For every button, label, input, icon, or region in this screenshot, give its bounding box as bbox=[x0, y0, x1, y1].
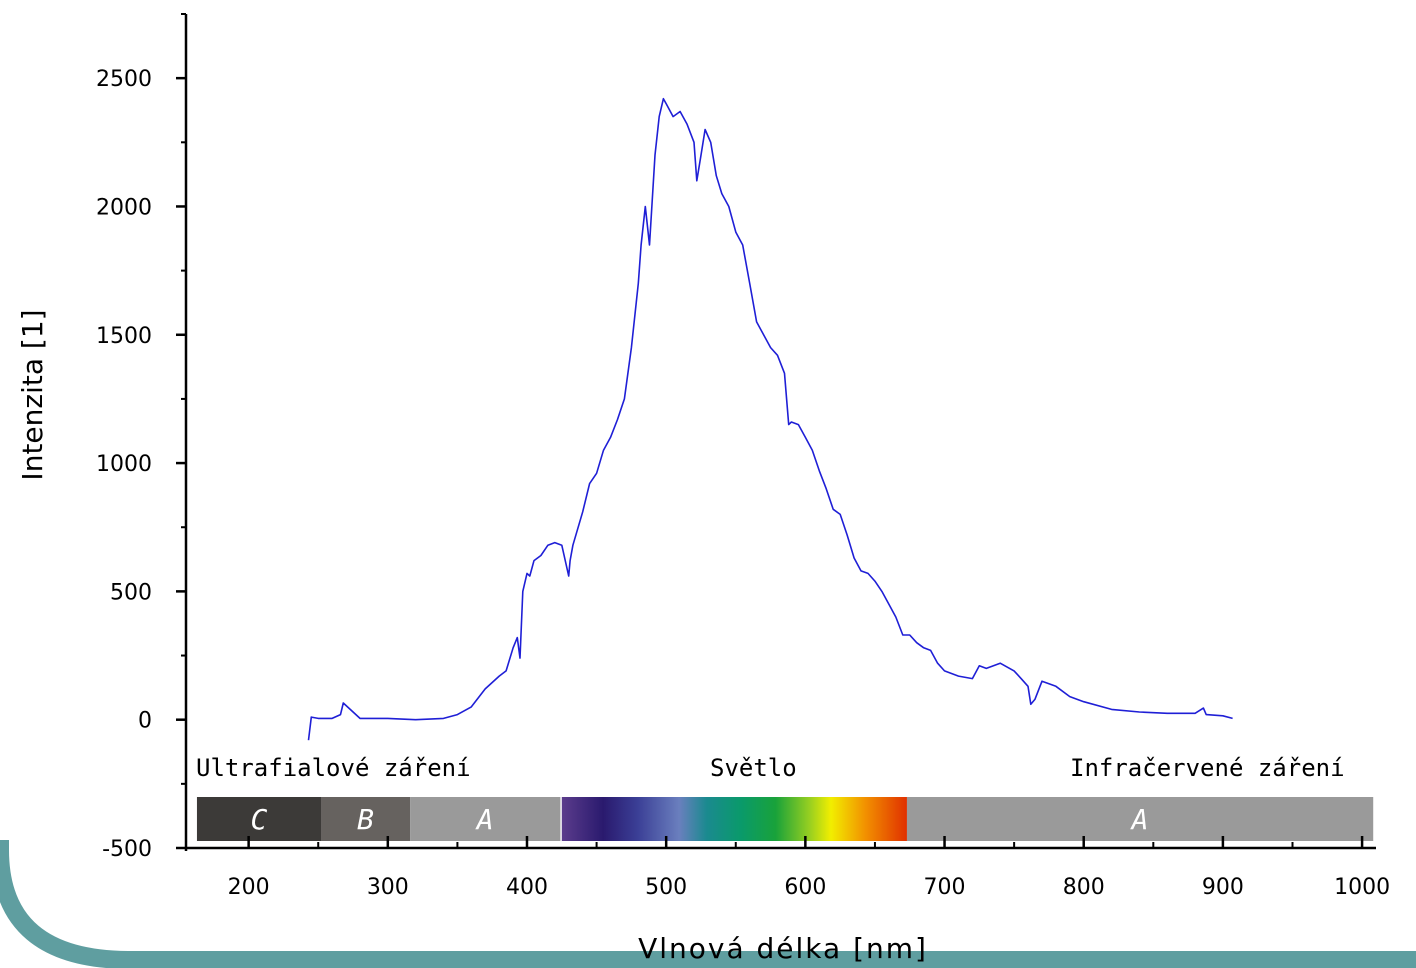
x-tick-label: 700 bbox=[924, 875, 966, 900]
x-tick-label: 1000 bbox=[1334, 875, 1390, 900]
band-letter: A bbox=[1130, 803, 1149, 836]
series-layer bbox=[307, 97, 1233, 741]
band-letter: A bbox=[475, 803, 494, 836]
x-tick-label: 400 bbox=[506, 875, 548, 900]
x-tick-label: 800 bbox=[1063, 875, 1105, 900]
y-tick-label: -500 bbox=[102, 837, 152, 862]
x-tick-label: 200 bbox=[228, 875, 270, 900]
y-tick-label: 1000 bbox=[96, 452, 152, 477]
x-tick-label: 500 bbox=[645, 875, 687, 900]
x-tick-label: 600 bbox=[784, 875, 826, 900]
y-tick-label: 1500 bbox=[96, 324, 152, 349]
y-tick-label: 0 bbox=[138, 709, 152, 734]
y-tick-label: 2000 bbox=[96, 195, 152, 220]
y-tick-label: 2500 bbox=[96, 67, 152, 92]
band-segment bbox=[906, 797, 1374, 841]
band-segment bbox=[410, 797, 561, 841]
x-tick-label: 900 bbox=[1202, 875, 1244, 900]
band-letter: C bbox=[251, 803, 268, 836]
band-letter: B bbox=[357, 803, 374, 836]
x-axis-title: Vlnová délka [nm] bbox=[638, 932, 928, 965]
axes: 200 300 400 500 600 700 800 900 1000 -500 0 500 1000… bbox=[96, 13, 1390, 900]
y-axis-title: Intenzita [1] bbox=[16, 309, 49, 480]
spectrum-intensity-line bbox=[307, 97, 1233, 741]
y-tick-label: 500 bbox=[110, 580, 152, 605]
band-segment bbox=[321, 797, 411, 841]
uv-caption: Ultrafialové záření bbox=[196, 754, 471, 782]
band-segment bbox=[196, 797, 322, 841]
x-tick-label: 300 bbox=[367, 875, 409, 900]
visible-light-caption: Světlo bbox=[710, 754, 797, 782]
band-segment bbox=[561, 797, 907, 841]
ir-caption: Infračervené záření bbox=[1070, 754, 1345, 782]
